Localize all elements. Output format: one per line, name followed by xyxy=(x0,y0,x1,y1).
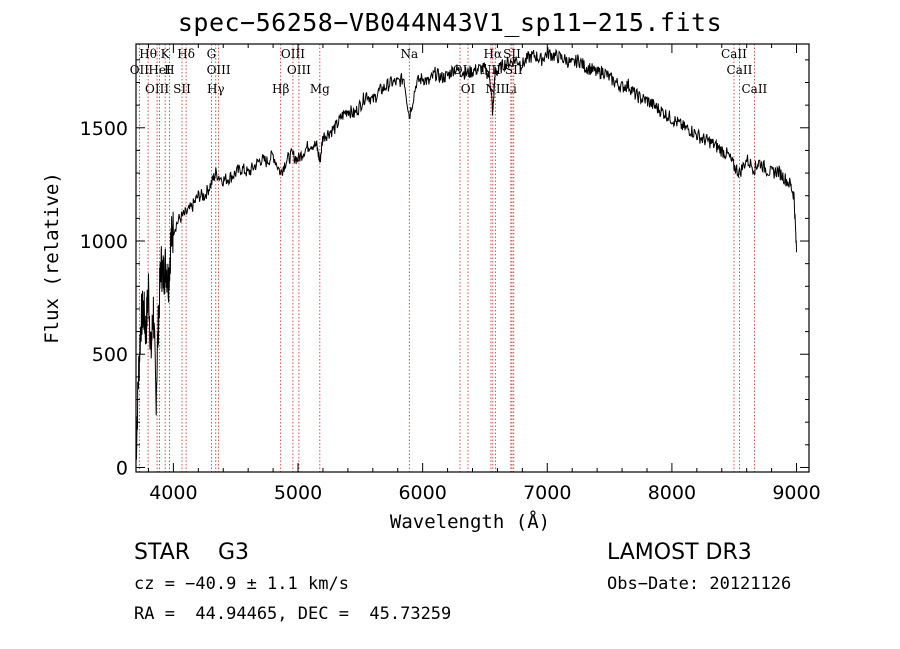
line-label-18: Hα xyxy=(484,47,503,61)
line-label-2: OIII xyxy=(145,82,169,96)
line-label-19: NII xyxy=(481,63,501,77)
cz-value: cz = −40.9 ± 1.1 km/s xyxy=(134,574,349,594)
line-label-0: Hθ xyxy=(139,47,157,61)
line-label-8: Hγ xyxy=(207,82,225,96)
line-label-20: NII xyxy=(485,82,505,96)
y-tick-label-2: 1000 xyxy=(80,231,128,253)
line-label-25: CaII xyxy=(727,63,753,77)
line-label-17: OI xyxy=(461,82,476,96)
x-tick-label-3: 7000 xyxy=(523,482,571,504)
y-axis-label: Flux (relative) xyxy=(41,172,63,344)
line-label-6: Hδ xyxy=(177,47,195,61)
line-label-13: OIII xyxy=(287,63,311,77)
y-tick-label-1: 500 xyxy=(92,344,128,366)
line-label-24: CaII xyxy=(721,47,747,61)
ra-dec: RA = 44.94465, DEC = 45.73259 xyxy=(134,604,452,624)
star-class: STAR G3 xyxy=(134,540,250,565)
line-label-4: HeI xyxy=(148,63,171,77)
y-tick-label-0: 0 xyxy=(116,457,128,479)
chart-title: spec−56258−VB044N43V1_sp11−215.fits xyxy=(177,8,723,37)
line-label-3: K xyxy=(161,47,171,61)
line-label-12: OIII xyxy=(281,47,305,61)
ticks-group: 4000 5000 6000 7000 8000 9000 0 500 1000 1500 xyxy=(80,44,821,504)
obs-date: Obs−Date: 20121126 xyxy=(607,574,792,594)
line-label-26: CaII xyxy=(741,82,767,96)
line-labels-group: HθOIIOIIIKHeISIIHδHHγGOIIIHβOIIIOIIIMgNa… xyxy=(130,47,768,96)
plot-frame xyxy=(135,43,810,473)
line-label-1: OII xyxy=(130,63,150,77)
line-label-9: G xyxy=(207,47,217,61)
line-label-11: Hβ xyxy=(272,82,289,96)
line-label-21: SII xyxy=(503,47,521,61)
x-tick-label-2: 6000 xyxy=(398,482,446,504)
x-axis-label: Wavelength (Å) xyxy=(390,510,550,533)
series-group xyxy=(135,47,797,460)
emission-lines-group xyxy=(138,44,755,472)
x-tick-label-0: 4000 xyxy=(149,482,197,504)
line-label-16: OI xyxy=(453,63,468,77)
line-label-5: SII xyxy=(173,82,191,96)
line-label-7: H xyxy=(164,63,174,77)
line-label-14: Mg xyxy=(310,82,330,96)
series-line-0 xyxy=(135,47,797,460)
y-tick-label-3: 1500 xyxy=(80,118,128,140)
x-tick-label-4: 8000 xyxy=(648,482,696,504)
line-label-10: OIII xyxy=(207,63,231,77)
line-label-23: Li xyxy=(505,82,517,96)
x-tick-label-5: 9000 xyxy=(772,482,820,504)
line-label-15: Na xyxy=(400,47,418,61)
line-label-22: SII xyxy=(505,63,523,77)
x-tick-label-1: 5000 xyxy=(274,482,322,504)
survey-label: LAMOST DR3 xyxy=(607,540,752,565)
